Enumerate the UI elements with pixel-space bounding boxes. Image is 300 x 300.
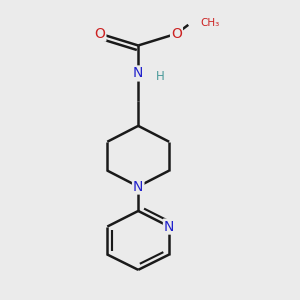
- Text: N: N: [164, 220, 174, 234]
- Text: N: N: [133, 179, 143, 194]
- Text: O: O: [94, 27, 105, 41]
- Text: CH₃: CH₃: [200, 18, 219, 28]
- Text: N: N: [133, 66, 143, 80]
- Text: H: H: [156, 70, 165, 83]
- Text: O: O: [171, 27, 182, 41]
